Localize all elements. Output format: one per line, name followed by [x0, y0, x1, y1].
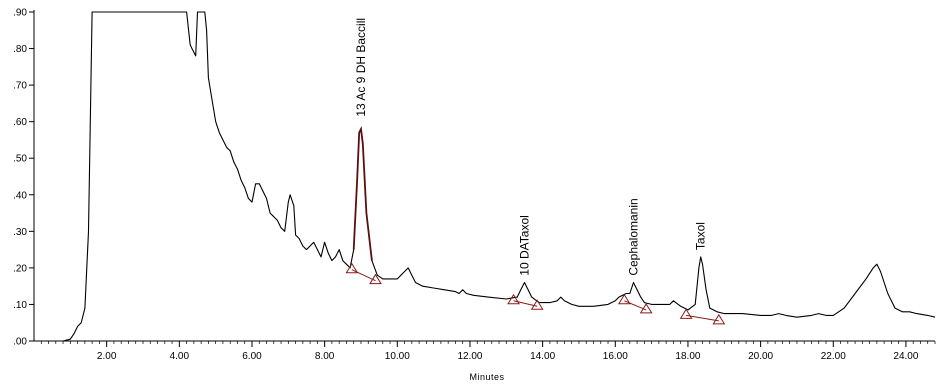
x-tick-label: 10.00 — [385, 351, 410, 362]
y-tick-label: .70 — [13, 81, 27, 92]
plot-area — [34, 11, 935, 342]
peak-boundary-marker — [530, 299, 544, 310]
peak-boundary-marker — [345, 262, 359, 274]
x-tick-label: 12.00 — [457, 351, 482, 362]
peak-labels: 13 Ac 9 DH Baccill 10 DATaxol Cephalomanin… — [354, 18, 708, 276]
x-tick-label: 14.00 — [530, 351, 555, 362]
peak-label: 10 DATaxol — [517, 215, 531, 275]
integration-baseline — [686, 314, 719, 322]
y-tick-label: .10 — [13, 300, 27, 311]
x-tick-label: 18.00 — [675, 351, 700, 362]
peak-label: Taxol — [694, 222, 708, 250]
y-axis: .00 .10 .20 .30 .40 .50 .60 .70 .80 .90 — [13, 8, 35, 348]
peak-label: Cephalomanin — [626, 198, 640, 275]
y-tick-label: .40 — [13, 190, 27, 201]
chromatogram-trace — [34, 11, 935, 342]
peak-boundary-marker — [712, 313, 726, 325]
y-tick-label: .60 — [13, 117, 27, 128]
x-tick-label: 20.00 — [748, 351, 773, 362]
x-axis: 2.00 4.00 6.00 8.00 10.00 12.00 14.00 16.00 18.0… — [34, 340, 936, 362]
x-tick-label: 8.00 — [315, 351, 335, 362]
y-tick-label: .80 — [13, 44, 27, 55]
peak-boundary-marker — [617, 293, 631, 305]
y-tick-label: .20 — [13, 263, 27, 274]
x-tick-label: 22.00 — [821, 351, 846, 362]
integrated-peak-highlight — [352, 125, 373, 261]
x-tick-label: 4.00 — [170, 351, 190, 362]
y-tick-label: .30 — [13, 227, 27, 238]
peak-boundary-marker — [369, 273, 382, 285]
peak-integration-overlays — [345, 262, 726, 325]
x-tick-label: 2.00 — [97, 351, 117, 362]
x-axis-title: Minutes — [469, 372, 504, 382]
peak-boundary-marker — [679, 308, 693, 319]
peak-boundary-marker — [507, 293, 520, 305]
x-tick-label: 6.00 — [242, 351, 262, 362]
integration-baseline — [624, 300, 647, 311]
y-tick-label: .00 — [13, 337, 27, 348]
x-tick-label: 16.00 — [603, 351, 628, 362]
x-tick-label: 24.00 — [893, 351, 918, 362]
integration-baseline — [351, 269, 376, 282]
peak-boundary-marker — [639, 302, 653, 314]
y-tick-label: .90 — [13, 8, 27, 19]
peak-label: 13 Ac 9 DH Baccill — [354, 18, 368, 117]
y-tick-label: .50 — [13, 154, 27, 165]
